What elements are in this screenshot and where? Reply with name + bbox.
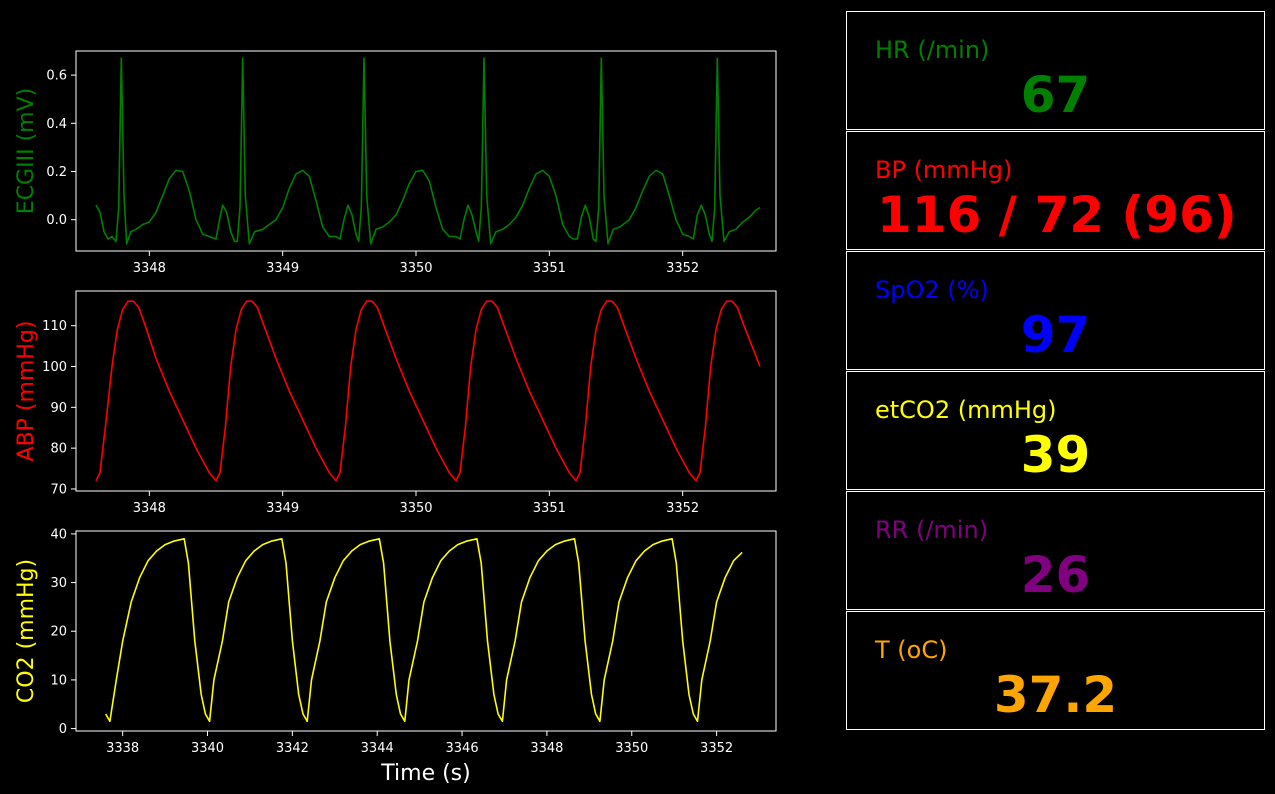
ecg-panel: 3348 3349 3350 3351 3352 0.0 0.2 0.4 0.6 ECGIII (… bbox=[14, 50, 777, 276]
temp-tile: T (oC) 37.2 bbox=[846, 611, 1265, 730]
etco2-value: 39 bbox=[1020, 426, 1091, 484]
co2-x-tick-label: 3346 bbox=[446, 741, 479, 756]
co2-y-tick-label: 40 bbox=[50, 527, 67, 542]
ecg-x-tick-label: 3351 bbox=[533, 261, 566, 276]
ecg-x-tick-label: 3350 bbox=[399, 261, 432, 276]
abp-x-tick-label: 3348 bbox=[133, 501, 166, 516]
abp-y-tick-label: 80 bbox=[50, 442, 67, 457]
co2-panel: 3338 3340 3342 3344 3346 3348 3350 3352 0 10 20 30 4… bbox=[14, 527, 777, 786]
abp-y-tick-label: 110 bbox=[42, 319, 67, 334]
co2-x-tick-label: 3338 bbox=[106, 741, 139, 756]
bp-label: BP (mmHg) bbox=[875, 156, 1013, 184]
etco2-label: etCO2 (mmHg) bbox=[875, 396, 1057, 424]
abp-y-axis-label: ABP (mmHg) bbox=[14, 321, 39, 462]
abp-series-line bbox=[95, 300, 761, 482]
abp-y-tick-label: 70 bbox=[50, 482, 67, 497]
ecg-axes-frame bbox=[75, 50, 777, 252]
co2-y-tick-label: 0 bbox=[59, 722, 67, 737]
abp-x-tick-label: 3349 bbox=[266, 501, 299, 516]
rr-value: 26 bbox=[1020, 546, 1091, 604]
ecg-y-tick-label: 0.4 bbox=[46, 117, 67, 132]
ecg-y-axis-label: ECGIII (mV) bbox=[14, 88, 39, 214]
spo2-label: SpO2 (%) bbox=[875, 276, 989, 304]
abp-y-tick-label: 100 bbox=[42, 360, 67, 375]
co2-y-tick-label: 20 bbox=[50, 625, 67, 640]
temp-label: T (oC) bbox=[875, 636, 948, 664]
ecg-y-tick-label: 0.6 bbox=[46, 69, 67, 84]
co2-y-tick-label: 30 bbox=[50, 576, 67, 591]
co2-x-tick-label: 3340 bbox=[191, 741, 224, 756]
hr-label: HR (/min) bbox=[875, 36, 990, 64]
co2-y-axis-label: CO2 (mmHg) bbox=[14, 559, 39, 703]
abp-y-tick-label: 90 bbox=[50, 401, 67, 416]
co2-x-tick-label: 3344 bbox=[361, 741, 394, 756]
rr-tile: RR (/min) 26 bbox=[846, 491, 1265, 610]
abp-x-tick-label: 3351 bbox=[533, 501, 566, 516]
abp-x-tick-label: 3350 bbox=[399, 501, 432, 516]
temp-value: 37.2 bbox=[993, 666, 1118, 724]
bp-tile: BP (mmHg) 116 / 72 (96) bbox=[846, 131, 1265, 250]
waveform-charts: 3348 3349 3350 3351 3352 0.0 0.2 0.4 0.6 ECGIII (… bbox=[14, 50, 777, 786]
co2-axes-frame bbox=[75, 530, 777, 732]
co2-x-tick-label: 3352 bbox=[700, 741, 733, 756]
abp-x-tick-label: 3352 bbox=[666, 501, 699, 516]
abp-axes-frame bbox=[75, 290, 777, 492]
co2-y-tick-label: 10 bbox=[50, 673, 67, 688]
co2-x-tick-label: 3350 bbox=[615, 741, 648, 756]
co2-series-line bbox=[105, 537, 743, 723]
ecg-y-tick-label: 0.0 bbox=[46, 213, 67, 228]
etco2-tile: etCO2 (mmHg) 39 bbox=[846, 371, 1265, 490]
co2-x-tick-label: 3348 bbox=[530, 741, 563, 756]
hr-value: 67 bbox=[1020, 66, 1091, 124]
spo2-value: 97 bbox=[1020, 306, 1091, 364]
co2-x-axis-label: Time (s) bbox=[380, 761, 470, 786]
bp-value: 116 / 72 (96) bbox=[877, 186, 1237, 244]
ecg-x-tick-label: 3352 bbox=[666, 261, 699, 276]
hr-tile: HR (/min) 67 bbox=[846, 11, 1265, 130]
rr-label: RR (/min) bbox=[875, 516, 989, 544]
ecg-series-line bbox=[95, 57, 761, 245]
co2-x-tick-label: 3342 bbox=[276, 741, 309, 756]
ecg-x-tick-label: 3348 bbox=[133, 261, 166, 276]
spo2-tile: SpO2 (%) 97 bbox=[846, 251, 1265, 370]
ecg-x-tick-label: 3349 bbox=[266, 261, 299, 276]
ecg-y-tick-label: 0.2 bbox=[46, 165, 67, 180]
